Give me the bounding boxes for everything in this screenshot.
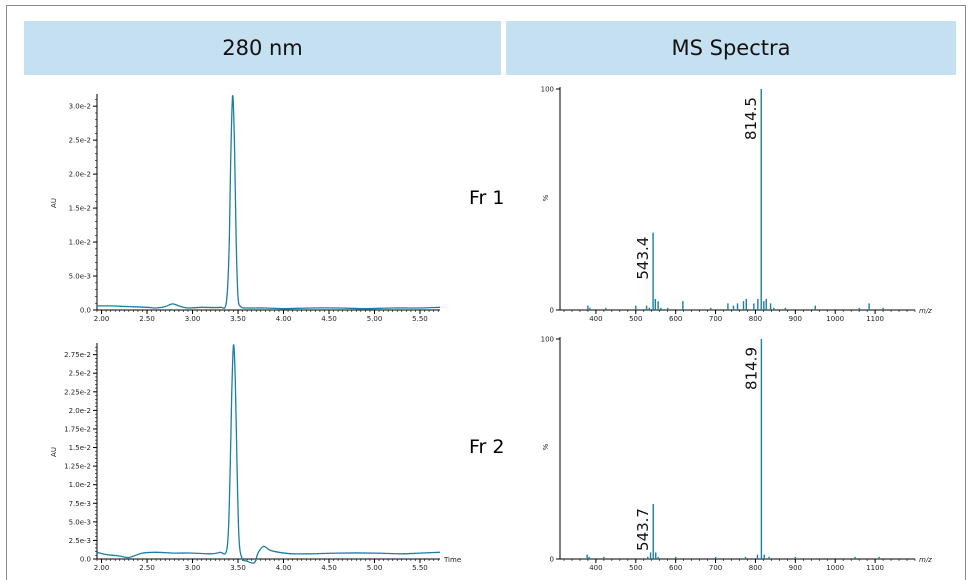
uv1-x-tick-label: 4.50: [321, 315, 337, 323]
header-280nm: 280 nm: [24, 21, 501, 75]
uv1-y-tick-label: 1.5e-2: [69, 205, 91, 213]
ms1-x-tick-label: 400: [589, 315, 602, 323]
ms1-x-tick-label: 500: [629, 315, 642, 323]
ms2-y-tick-label: 100: [541, 336, 554, 344]
uv1-trace: [96, 95, 441, 310]
uv2-y-tick-label: 7.5e-3: [69, 500, 91, 508]
ms2-x-tick-label: 800: [749, 564, 762, 572]
uv1-x-tick-label: 5.50: [412, 315, 428, 323]
uv2-x-tick-label: 4.00: [276, 564, 292, 572]
uv2-y-tick-label: 2.5e-3: [69, 537, 91, 545]
ms2-peak-label: 543.7: [634, 508, 652, 551]
uv1-y-tick-label: 2.5e-2: [69, 137, 91, 145]
uv2-y-axis-label: AU: [50, 447, 58, 457]
ms2-x-tick-label: 600: [669, 564, 682, 572]
uv2-y-tick-label: 1.5e-2: [69, 444, 91, 452]
ms1-y-tick-label: 100: [541, 86, 554, 94]
uv2-y-tick-label: 2.75e-2: [64, 351, 91, 359]
uv2-y-tick-label: 1.25e-2: [64, 463, 91, 471]
uv2-x-tick-label: 4.50: [321, 564, 337, 572]
ms2-y-tick-label: 0: [550, 556, 554, 564]
uv1-y-tick-label: 0.0: [80, 307, 91, 315]
uv2-y-tick-label: 0.0: [80, 556, 91, 564]
ms1-y-tick-label: 0: [550, 307, 554, 315]
fraction-label-1: Fr 1: [469, 187, 505, 209]
uv1-x-tick-label: 2.00: [94, 315, 110, 323]
uv1-x-tick-label: 3.50: [230, 315, 246, 323]
uv2-y-tick-label: 2.0e-2: [69, 407, 91, 415]
ms1-x-tick-label: 600: [669, 315, 682, 323]
uv1-y-axis-label: AU: [50, 198, 58, 208]
uv2-x-tick-label: 5.50: [412, 564, 428, 572]
ms1-x-tick-label: 700: [709, 315, 722, 323]
ms1-x-axis-label: m/z: [919, 307, 932, 315]
uv2-y-tick-label: 2.5e-2: [69, 370, 91, 378]
fraction-label-2: Fr 2: [469, 436, 505, 458]
ms2-x-tick-label: 1000: [826, 564, 844, 572]
uv2-x-tick-label: 3.50: [230, 564, 246, 572]
uv2-x-tick-label: 5.00: [367, 564, 383, 572]
uv1-y-tick-label: 1.0e-2: [69, 239, 91, 247]
ms1-x-tick-label: 800: [749, 315, 762, 323]
ms1-x-tick-label: 900: [789, 315, 802, 323]
uv1-x-tick-label: 2.50: [139, 315, 155, 323]
ms2-peak-label: 814.9: [742, 347, 760, 390]
uv2-x-tick-label: 2.50: [139, 564, 155, 572]
uv2-x-axis-label: Time: [443, 556, 461, 564]
uv2-trace: [96, 344, 441, 564]
ms2-x-tick-label: 400: [589, 564, 602, 572]
header-ms-spectra: MS Spectra: [506, 21, 956, 75]
ms2-y-axis-label: %: [542, 443, 550, 450]
ms1-peak-label: 814.5: [742, 97, 760, 140]
ms1-x-tick-label: 1100: [866, 315, 884, 323]
uv2-x-tick-label: 3.00: [185, 564, 201, 572]
uv1-y-tick-label: 5.0e-3: [69, 273, 91, 281]
ms1-x-tick-label: 1000: [826, 315, 844, 323]
ms2-x-tick-label: 1100: [866, 564, 884, 572]
uv2-y-tick-label: 5.0e-3: [69, 518, 91, 526]
uv2-y-tick-label: 1.75e-2: [64, 425, 91, 433]
uv2-x-tick-label: 2.00: [94, 564, 110, 572]
uv1-x-tick-label: 5.00: [367, 315, 383, 323]
ms1-y-axis-label: %: [542, 194, 550, 201]
uv1-x-tick-label: 4.00: [276, 315, 292, 323]
uv1-y-tick-label: 2.0e-2: [69, 171, 91, 179]
ms1-peak-label: 543.4: [634, 237, 652, 280]
uv1-x-tick-label: 3.00: [185, 315, 201, 323]
ms2-x-tick-label: 900: [789, 564, 802, 572]
uv1-y-tick-label: 3.0e-2: [69, 103, 91, 111]
uv2-y-tick-label: 1.0e-2: [69, 481, 91, 489]
figure-frame: [6, 5, 966, 580]
ms2-x-axis-label: m/z: [919, 556, 932, 564]
ms2-x-tick-label: 700: [709, 564, 722, 572]
uv2-y-tick-label: 2.25e-2: [64, 388, 91, 396]
ms2-x-tick-label: 500: [629, 564, 642, 572]
